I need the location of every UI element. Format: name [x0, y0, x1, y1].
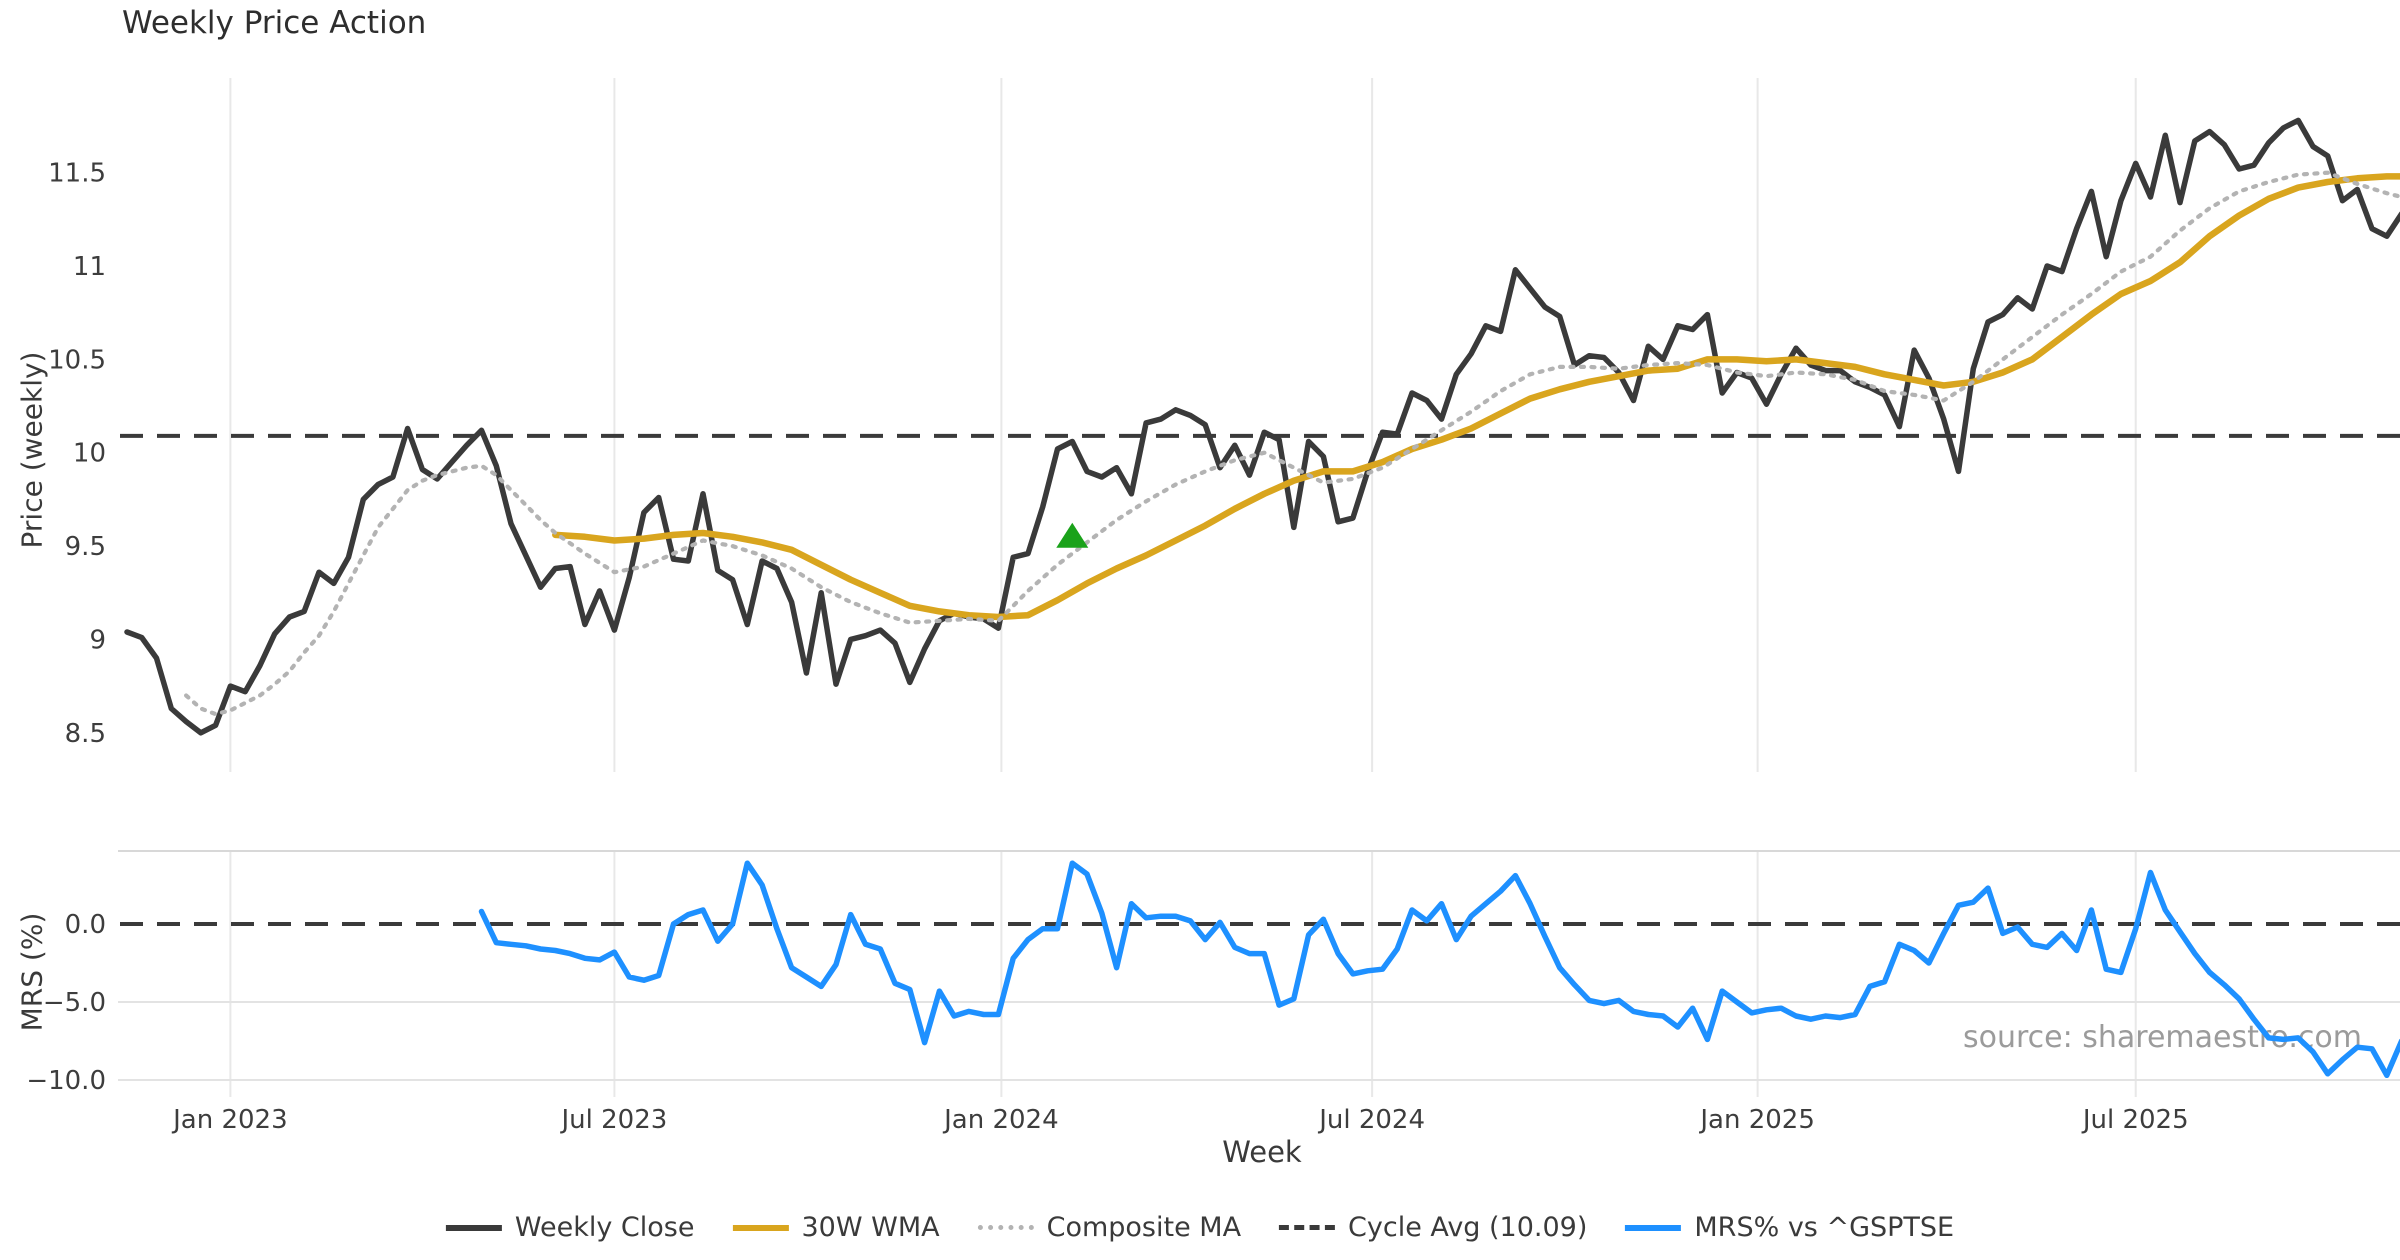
legend-item-cycle-avg-10-09-: Cycle Avg (10.09): [1279, 1212, 1587, 1243]
legend-line-swatch: [977, 1225, 1034, 1230]
x-tick-label: Jul 2023: [560, 1105, 668, 1135]
chart-title: Weekly Price Action: [122, 5, 427, 41]
x-tick-label: Jul 2024: [1317, 1105, 1425, 1135]
legend-label: Weekly Close: [514, 1212, 695, 1243]
legend-line-swatch: [1625, 1224, 1682, 1231]
legend-line-swatch: [445, 1224, 502, 1231]
series-weekly-close: [124, 117, 2400, 736]
legend-item-composite-ma: Composite MA: [977, 1212, 1242, 1243]
week-axis-label: Week: [1222, 1135, 1302, 1169]
x-tick-label: Jul 2025: [2081, 1105, 2189, 1135]
y-tick-label: 0.0: [65, 910, 106, 940]
y-tick-label: 9.5: [65, 532, 106, 562]
chart-legend: Weekly Close 30W WMA Composite MA Cycle Avg…: [445, 1212, 1954, 1243]
x-tick-label: Jan 2024: [942, 1105, 1059, 1135]
tick-labels: Jan 2023 Jul 2023 Jan 2024 Jul 2024 Jan 2025…: [26, 159, 2188, 1135]
y-tick-label: 8.5: [65, 719, 106, 749]
x-tick-label: Jan 2025: [1698, 1105, 1815, 1135]
gridlines: [118, 78, 2400, 1097]
legend-label: 30W WMA: [801, 1212, 940, 1243]
y-tick-label: −5.0: [43, 988, 106, 1018]
legend-line-swatch: [732, 1224, 789, 1231]
legend-line-swatch: [1279, 1225, 1336, 1230]
series-30w-wma: [552, 173, 2400, 621]
legend-item-weekly-close: Weekly Close: [445, 1212, 695, 1243]
x-tick-label: Jan 2023: [171, 1105, 288, 1135]
legend-item-30w-wma: 30W WMA: [732, 1212, 940, 1243]
y-tick-label: 11.5: [48, 159, 106, 189]
y-tick-label: −10.0: [26, 1066, 106, 1096]
legend-label: Cycle Avg (10.09): [1348, 1212, 1588, 1243]
data-series: [124, 117, 2400, 1079]
legend-item-mrs-vs-gsptse: MRS% vs ^GSPTSE: [1625, 1212, 1954, 1243]
legend-label: MRS% vs ^GSPTSE: [1694, 1212, 1955, 1243]
y-tick-label: 9: [89, 625, 106, 655]
y-tick-label: 10.5: [48, 345, 106, 375]
y-tick-label: 11: [73, 252, 106, 282]
buy-signal-triangle-icon: [1056, 522, 1089, 548]
y-tick-label: 10: [73, 439, 106, 469]
series-mrs-vs-gsptse: [478, 860, 2400, 1079]
legend-label: Composite MA: [1046, 1212, 1242, 1243]
source-note: source: sharemaestro.com: [1963, 1020, 2362, 1055]
